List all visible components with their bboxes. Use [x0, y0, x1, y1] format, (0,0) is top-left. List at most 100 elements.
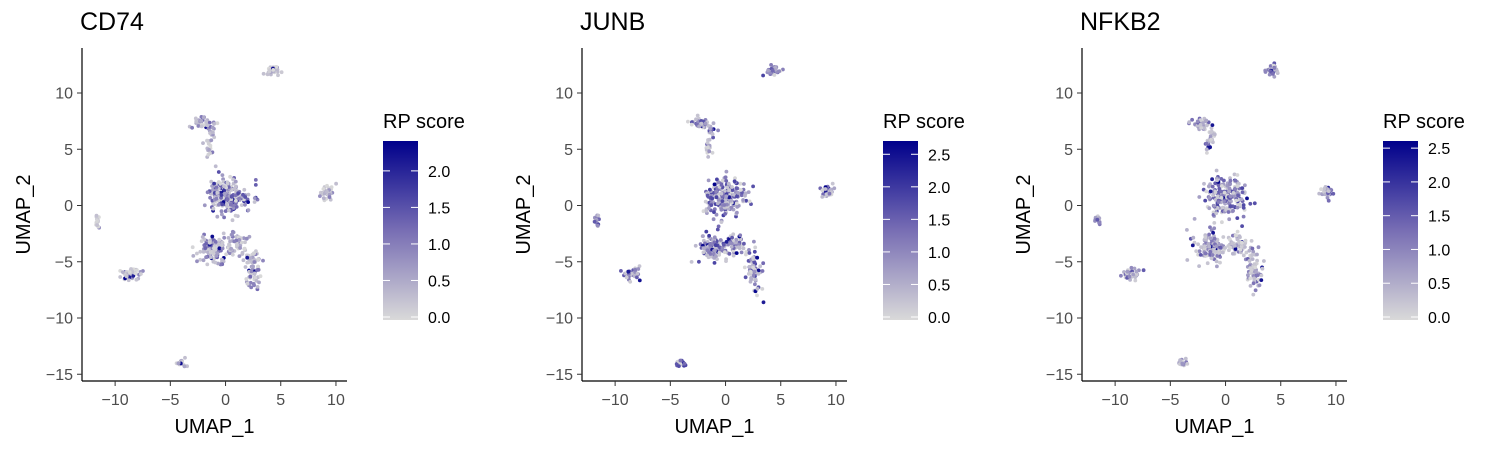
- point: [134, 271, 138, 276]
- point: [715, 257, 719, 261]
- point: [716, 198, 721, 202]
- point: [198, 249, 203, 254]
- point: [724, 169, 729, 174]
- point: [823, 187, 828, 191]
- point: [1251, 249, 1256, 254]
- point: [717, 253, 721, 257]
- point: [215, 214, 220, 219]
- point: [1212, 221, 1217, 225]
- point: [712, 210, 716, 215]
- point: [205, 123, 210, 128]
- x-tick-label: −5: [1161, 392, 1179, 409]
- point: [329, 185, 334, 190]
- point: [724, 179, 729, 183]
- point: [212, 122, 217, 126]
- point: [201, 115, 206, 120]
- point: [209, 179, 214, 184]
- point: [1263, 70, 1268, 74]
- point: [1199, 126, 1204, 130]
- point: [706, 123, 711, 128]
- colorbar-tick-label: 1.5: [1428, 209, 1450, 226]
- point: [1231, 251, 1235, 256]
- x-axis-title: UMAP_1: [1174, 416, 1254, 438]
- point: [190, 125, 195, 130]
- point: [830, 181, 835, 186]
- legend-title: RP score: [383, 111, 465, 133]
- point: [1255, 252, 1259, 257]
- y-tick-label: 0: [64, 198, 73, 215]
- point: [720, 178, 725, 183]
- point: [714, 195, 719, 200]
- colorbar-tick-label: 0.5: [928, 277, 950, 294]
- point: [258, 274, 263, 279]
- point: [204, 241, 208, 246]
- point: [761, 73, 765, 78]
- point: [781, 67, 785, 72]
- point: [1203, 235, 1208, 240]
- scatter-points: [94, 65, 338, 369]
- point: [279, 70, 284, 75]
- point: [216, 170, 221, 174]
- point: [1222, 178, 1226, 183]
- point: [736, 245, 741, 250]
- point: [753, 277, 758, 282]
- point: [637, 264, 642, 268]
- point: [1243, 241, 1247, 246]
- point: [220, 202, 225, 207]
- colorbar-tick-label: 2.0: [428, 164, 450, 181]
- point: [318, 194, 322, 199]
- point: [232, 239, 237, 244]
- y-tick-label: −15: [46, 367, 73, 384]
- colorbar-tick-label: 1.5: [428, 200, 450, 217]
- point: [1240, 240, 1244, 245]
- point: [230, 229, 235, 234]
- point: [1220, 220, 1224, 225]
- point: [820, 188, 825, 193]
- point: [746, 272, 751, 276]
- colorbar-tick-label: 0.0: [1428, 310, 1450, 327]
- point: [1204, 147, 1209, 152]
- point: [635, 271, 640, 276]
- point: [747, 251, 752, 255]
- point: [227, 208, 231, 213]
- point: [1207, 232, 1211, 237]
- point: [248, 274, 253, 279]
- point: [1247, 259, 1252, 263]
- point: [730, 241, 734, 246]
- point: [225, 180, 230, 185]
- point: [715, 201, 720, 206]
- point: [712, 261, 717, 265]
- point: [708, 242, 712, 247]
- colorbar-legend: RP score 0.0 0.5 1.0 1.5 2.0 2.5: [883, 111, 965, 327]
- point: [725, 185, 730, 190]
- point: [1211, 230, 1215, 235]
- point: [1207, 206, 1212, 211]
- point: [719, 183, 724, 187]
- point: [249, 269, 254, 274]
- point: [208, 195, 213, 200]
- point: [718, 238, 723, 242]
- point: [222, 191, 227, 196]
- point: [1214, 168, 1219, 173]
- point: [1240, 186, 1245, 191]
- x-tick-label: 0: [1221, 392, 1230, 409]
- point: [327, 195, 332, 200]
- point: [1185, 362, 1190, 366]
- point: [1231, 233, 1235, 238]
- point: [1233, 247, 1238, 251]
- point: [1133, 278, 1138, 283]
- scatter-points: [1093, 61, 1336, 368]
- point: [712, 240, 717, 245]
- point: [220, 246, 225, 251]
- y-tick-label: 5: [64, 142, 73, 159]
- point: [708, 126, 712, 131]
- point: [722, 242, 726, 247]
- point: [1205, 151, 1209, 155]
- point: [711, 135, 715, 140]
- y-tick-label: 10: [1055, 86, 1073, 103]
- point: [201, 250, 206, 254]
- point: [730, 188, 735, 193]
- point: [233, 179, 238, 184]
- point: [196, 124, 201, 128]
- point: [755, 255, 760, 260]
